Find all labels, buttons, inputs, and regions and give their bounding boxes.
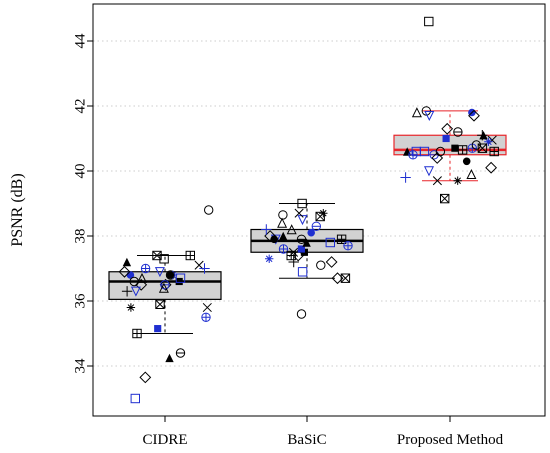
data-point bbox=[484, 137, 493, 147]
data-point bbox=[440, 193, 450, 204]
data-point bbox=[297, 215, 308, 226]
data-point bbox=[424, 16, 434, 27]
y-tick-label: 40 bbox=[72, 164, 88, 179]
data-point bbox=[343, 240, 353, 251]
data-point bbox=[297, 267, 308, 277]
data-point bbox=[166, 271, 175, 279]
y-tick-label: 34 bbox=[72, 358, 88, 374]
y-axis: 34 36 38 40 42 44 bbox=[72, 33, 93, 374]
data-point bbox=[296, 309, 307, 319]
data-point bbox=[130, 286, 141, 297]
data-point bbox=[336, 234, 347, 245]
data-point bbox=[154, 325, 162, 333]
data-point bbox=[479, 131, 488, 140]
data-point bbox=[279, 231, 288, 241]
data-point bbox=[325, 237, 335, 248]
data-point bbox=[122, 257, 132, 267]
data-point bbox=[175, 277, 183, 286]
data-point bbox=[154, 267, 165, 278]
data-point bbox=[158, 282, 169, 293]
data-point bbox=[325, 256, 338, 268]
data-point bbox=[400, 172, 411, 183]
x-tick-label: Proposed Method bbox=[397, 432, 504, 448]
data-point bbox=[453, 127, 463, 137]
plot-frame bbox=[92, 3, 546, 417]
data-point bbox=[139, 371, 152, 384]
y-tick-label: 38 bbox=[72, 229, 88, 244]
data-point bbox=[340, 273, 351, 283]
data-point bbox=[315, 211, 325, 222]
data-point bbox=[278, 210, 288, 220]
data-point bbox=[468, 109, 480, 122]
data-point bbox=[136, 272, 148, 283]
data-point bbox=[261, 224, 272, 235]
data-point bbox=[411, 107, 422, 118]
data-point bbox=[489, 146, 499, 157]
data-point bbox=[297, 198, 307, 209]
data-point bbox=[441, 122, 454, 135]
data-point bbox=[297, 245, 305, 253]
data-point bbox=[421, 106, 431, 116]
y-tick-label: 42 bbox=[72, 99, 88, 114]
data-point bbox=[201, 312, 211, 322]
data-point bbox=[118, 265, 131, 278]
data-point bbox=[129, 276, 139, 287]
box-series bbox=[108, 110, 507, 334]
y-tick-label: 44 bbox=[72, 33, 88, 49]
x-axis: CIDRE BaSiC Proposed Method bbox=[143, 416, 504, 448]
x-tick-label: CIDRE bbox=[143, 432, 188, 448]
data-point bbox=[270, 235, 278, 244]
data-point bbox=[442, 134, 450, 143]
data-point bbox=[152, 250, 162, 261]
y-tick-label: 36 bbox=[72, 293, 88, 309]
data-point bbox=[175, 273, 186, 283]
data-point bbox=[311, 221, 321, 232]
data-point bbox=[126, 303, 136, 312]
data-point bbox=[277, 217, 288, 228]
data-point bbox=[423, 166, 435, 177]
data-point bbox=[471, 140, 482, 150]
data-point bbox=[155, 299, 165, 309]
data-point bbox=[288, 256, 299, 268]
data-point bbox=[292, 249, 305, 262]
data-point bbox=[462, 157, 471, 166]
data-point bbox=[466, 168, 477, 180]
data-point bbox=[286, 250, 296, 261]
data-point bbox=[199, 263, 210, 274]
data-point bbox=[121, 286, 133, 297]
data-point bbox=[185, 250, 196, 261]
data-point bbox=[130, 393, 141, 404]
data-points bbox=[118, 16, 499, 404]
data-point bbox=[165, 353, 174, 363]
box-2 bbox=[393, 110, 507, 182]
data-point bbox=[331, 272, 344, 285]
data-point bbox=[435, 146, 446, 157]
data-point bbox=[278, 244, 289, 254]
data-point bbox=[485, 161, 498, 174]
data-point bbox=[431, 152, 444, 164]
data-point bbox=[294, 208, 304, 218]
data-point bbox=[477, 143, 488, 153]
data-point bbox=[140, 263, 151, 274]
data-point bbox=[411, 146, 421, 157]
data-point bbox=[307, 228, 315, 237]
data-point bbox=[453, 176, 462, 185]
y-axis-label: PSNR (dB) bbox=[9, 173, 26, 246]
data-point bbox=[265, 254, 274, 263]
data-point bbox=[296, 234, 307, 245]
data-point bbox=[202, 302, 212, 313]
data-point bbox=[408, 150, 418, 160]
data-point bbox=[302, 238, 311, 247]
data-point bbox=[203, 205, 214, 215]
data-point bbox=[286, 224, 297, 235]
data-point bbox=[316, 260, 326, 270]
data-point bbox=[175, 348, 186, 358]
data-point bbox=[424, 110, 435, 122]
data-point bbox=[451, 144, 459, 152]
data-point bbox=[432, 176, 442, 186]
x-tick-label: BaSiC bbox=[287, 432, 326, 448]
data-point bbox=[132, 328, 142, 339]
